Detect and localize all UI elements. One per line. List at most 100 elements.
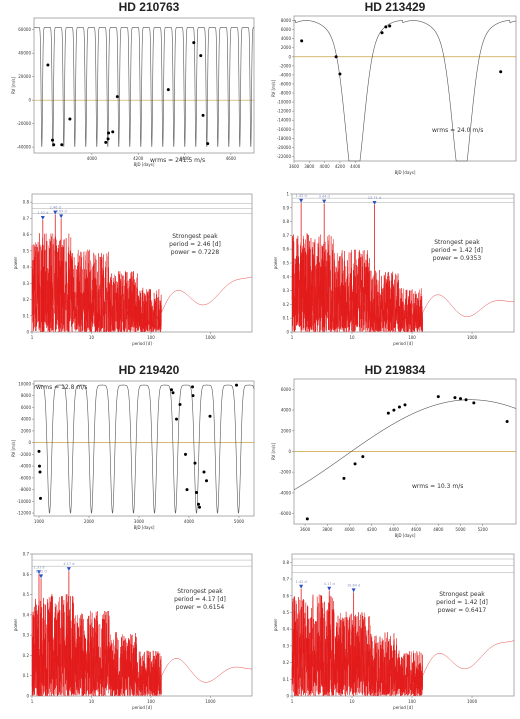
y-tick-label: 0: [288, 54, 291, 59]
peak-label: 4.17 d: [63, 562, 74, 566]
y-axis-label: RV [m/s]: [11, 440, 16, 457]
data-point: [392, 408, 396, 412]
strongest-peak-power: power = 0.6417: [438, 607, 487, 614]
x-tick-label: 4800: [433, 527, 444, 532]
x-tick-label: 5000: [234, 519, 245, 524]
x-axis-label: period [d]: [393, 705, 413, 710]
data-point: [193, 461, 197, 465]
data-point: [104, 140, 108, 144]
y-tick-label: -8000: [19, 487, 31, 492]
data-point: [52, 143, 56, 147]
y-tick-label: 0.4: [283, 274, 290, 279]
model-curve: [33, 384, 255, 514]
y-tick-label: 0.6: [23, 572, 30, 577]
y-tick-label: 0.2: [23, 297, 30, 302]
x-tick-label: 4600: [411, 527, 422, 532]
y-tick-label: 0: [286, 694, 289, 699]
data-point: [178, 402, 182, 406]
model-curve: [33, 27, 254, 147]
wrms-annotation: wrms = 24.0 m/s: [432, 127, 483, 134]
star-title-4: HD 219834: [364, 363, 426, 377]
y-tick-label: 0.1: [283, 316, 290, 321]
x-tick-label: 4200: [335, 164, 346, 169]
peak-marker: [372, 201, 377, 206]
x-tick-label: 100: [147, 699, 155, 704]
model-curve: [293, 399, 517, 491]
star-title-1: HD 210763: [118, 0, 180, 14]
data-point: [199, 54, 203, 58]
data-point: [453, 396, 457, 400]
periodogram-panel-3: 0 0.1 0.2 0.3 0.4 0.5 0.6 0.7 1 10 100 1000 period […: [13, 552, 253, 710]
x-tick-label: 1000: [205, 699, 216, 704]
data-point: [185, 488, 189, 492]
x-tick-label: 4400: [179, 156, 190, 161]
x-tick-label: 3800: [322, 527, 333, 532]
y-tick-label: 2000: [281, 428, 292, 433]
wrms-annotation: wrms = 10.3 m/s: [412, 483, 463, 490]
data-point: [205, 479, 208, 483]
y-axis-label: power: [13, 618, 18, 631]
y-tick-label: 20000: [18, 74, 31, 79]
data-point: [380, 31, 384, 35]
peak-marker: [36, 570, 41, 575]
peak-label: 23.71 d: [368, 196, 381, 200]
x-tick-label: 3600: [289, 164, 300, 169]
y-tick-label: -4000: [279, 490, 291, 495]
data-point: [191, 385, 194, 389]
strongest-peak-heading: Strongest peak: [177, 588, 223, 595]
wrms-annotation: wrms = 241.5 m/s: [150, 157, 205, 164]
data-point: [305, 517, 309, 521]
x-tick-label: 4200: [367, 527, 378, 532]
y-tick-label: 0.8: [23, 200, 30, 205]
strongest-peak-power: power = 0.6154: [176, 604, 225, 611]
y-tick-label: 0.6: [283, 593, 290, 598]
x-axis-label: BJD [days]: [134, 162, 155, 167]
y-axis-label: RV [m/s]: [271, 80, 276, 97]
x-tick-label: 1000: [205, 335, 216, 340]
y-tick-label: 0.6: [283, 247, 290, 252]
data-point: [39, 496, 42, 500]
x-tick-label: 10: [89, 699, 95, 704]
periodogram-line: [31, 233, 253, 333]
y-tick-label: -10000: [277, 100, 292, 105]
y-tick-label: 0.3: [23, 281, 30, 286]
y-tick-label: 0.9: [283, 205, 290, 210]
data-point: [338, 72, 342, 76]
data-point: [106, 137, 110, 141]
strongest-peak-heading: Strongest peak: [434, 239, 480, 246]
data-point: [202, 470, 206, 474]
data-point: [206, 142, 210, 146]
star-title-3: HD 219420: [118, 363, 180, 377]
data-point: [192, 41, 196, 45]
data-point: [38, 470, 42, 474]
peak-label: 1.31 d: [33, 565, 44, 569]
y-tick-label: 6000: [281, 387, 292, 392]
x-tick-label: 5000: [455, 527, 466, 532]
data-point: [384, 25, 388, 29]
y-tick-label: -20000: [17, 121, 32, 126]
y-tick-label: -12000: [277, 109, 292, 114]
x-tick-label: 1: [31, 335, 34, 340]
peak-marker: [327, 586, 332, 591]
y-tick-label: 6000: [281, 27, 292, 32]
rv-panel-4: -6000 -4000 -2000 0 2000 4000 6000 3600 3800 4000…: [271, 378, 517, 538]
y-tick-label: -6000: [279, 81, 291, 86]
peak-marker: [39, 574, 44, 579]
y-tick-label: 0.8: [283, 219, 290, 224]
plot-frame: [293, 15, 517, 162]
y-tick-label: 10000: [18, 381, 31, 386]
data-point: [115, 95, 119, 99]
plot-frame: [33, 17, 255, 154]
x-tick-label: 4600: [226, 156, 237, 161]
data-point: [361, 455, 365, 459]
strongest-peak-period: period = 4.17 [d]: [174, 596, 226, 603]
x-tick-label: 3000: [134, 519, 145, 524]
y-tick-label: 4000: [281, 408, 292, 413]
x-tick-label: 100: [408, 335, 416, 340]
data-point: [499, 70, 503, 74]
periodogram-panel-2: 0 0.1 0.2 0.3 0.4 0.5 0.6 0.7 0.8 0.9 1 1 10 100 1000 p…: [273, 192, 515, 346]
x-tick-label: 10: [349, 699, 355, 704]
strongest-peak-power: power = 0.7228: [171, 249, 220, 256]
data-point: [170, 388, 173, 392]
y-tick-label: -22000: [277, 154, 292, 159]
